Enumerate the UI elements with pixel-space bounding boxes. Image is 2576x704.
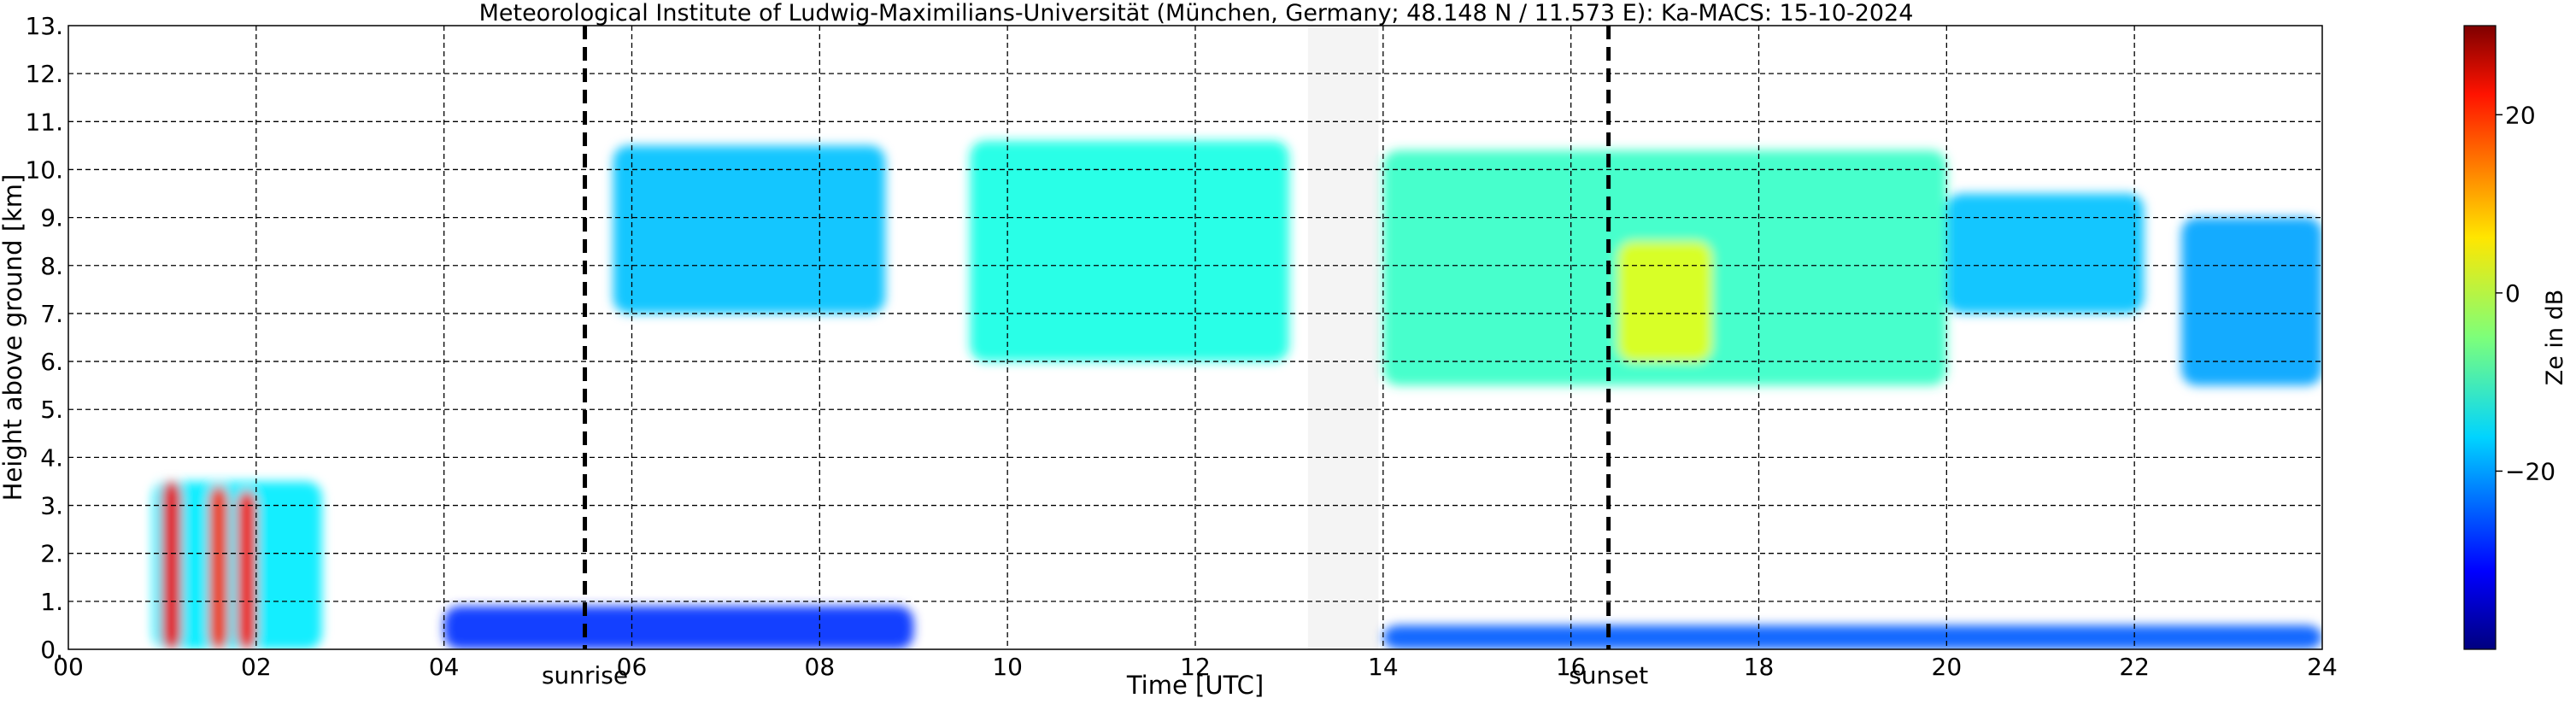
y-tick-label: 0. <box>40 636 63 664</box>
echo-region <box>161 481 181 649</box>
data-gap <box>1307 26 1379 649</box>
plot-area <box>67 25 2323 650</box>
y-tick-label: 8. <box>40 252 63 280</box>
x-tick-label: 16 <box>1556 653 1587 681</box>
x-tick-label: 08 <box>805 653 836 681</box>
x-tick-label: 20 <box>1932 653 1963 681</box>
x-tick-label: 00 <box>53 653 84 681</box>
y-tick-label: 11. <box>25 108 63 136</box>
colorbar-label: Ze in dB <box>2542 290 2568 386</box>
x-tick-label: 18 <box>1744 653 1775 681</box>
y-tick-label: 3. <box>40 492 63 520</box>
x-tick-label: 12 <box>1180 653 1211 681</box>
plot-frame <box>67 25 2323 650</box>
echo-region <box>1946 193 2145 314</box>
y-tick-label: 7. <box>40 300 63 328</box>
colorbar-tick-label: 20 <box>2505 101 2536 129</box>
y-tick-label: 6. <box>40 348 63 376</box>
echo-region <box>443 606 914 649</box>
y-tick-label: 5. <box>40 396 63 424</box>
x-tick-label: 10 <box>992 653 1023 681</box>
y-tick-label: 10. <box>25 155 63 184</box>
y-tick-label: 13. <box>25 12 63 40</box>
x-tick-label: 02 <box>241 653 272 681</box>
echo-region <box>1617 241 1712 362</box>
colorbar-tick-label: 0 <box>2505 279 2520 308</box>
echo-region <box>237 490 256 649</box>
x-tick-label: 24 <box>2307 653 2338 681</box>
y-tick-label: 1. <box>40 588 63 616</box>
sunrise-label: sunrise <box>542 661 628 689</box>
echo-region <box>2181 217 2322 386</box>
y-tick-label: 9. <box>40 204 63 232</box>
colorbar: 20 0 −20 Ze in dB <box>2463 25 2568 650</box>
y-tick-label: 2. <box>40 540 63 568</box>
chart-title: Meteorological Institute of Ludwig-Maxim… <box>479 0 1914 26</box>
echo-region <box>970 140 1289 362</box>
y-axis-label: Height above ground [km] <box>0 174 27 502</box>
x-tick-label: 04 <box>429 653 460 681</box>
colorbar-scale <box>2463 25 2497 650</box>
x-tick-label: 06 <box>617 653 648 681</box>
sunset-label: sunset <box>1569 661 1648 689</box>
x-axis-label: Time [UTC] <box>1126 671 1264 700</box>
echo-region <box>1382 625 2322 649</box>
colorbar-tick-label: −20 <box>2505 457 2555 485</box>
x-tick-label: 14 <box>1368 653 1399 681</box>
y-tick-label: 4. <box>40 443 63 472</box>
y-tick-label: 12. <box>25 60 63 88</box>
x-tick-label: 22 <box>2119 653 2150 681</box>
echo-region <box>208 486 228 649</box>
echo-region <box>613 145 886 314</box>
